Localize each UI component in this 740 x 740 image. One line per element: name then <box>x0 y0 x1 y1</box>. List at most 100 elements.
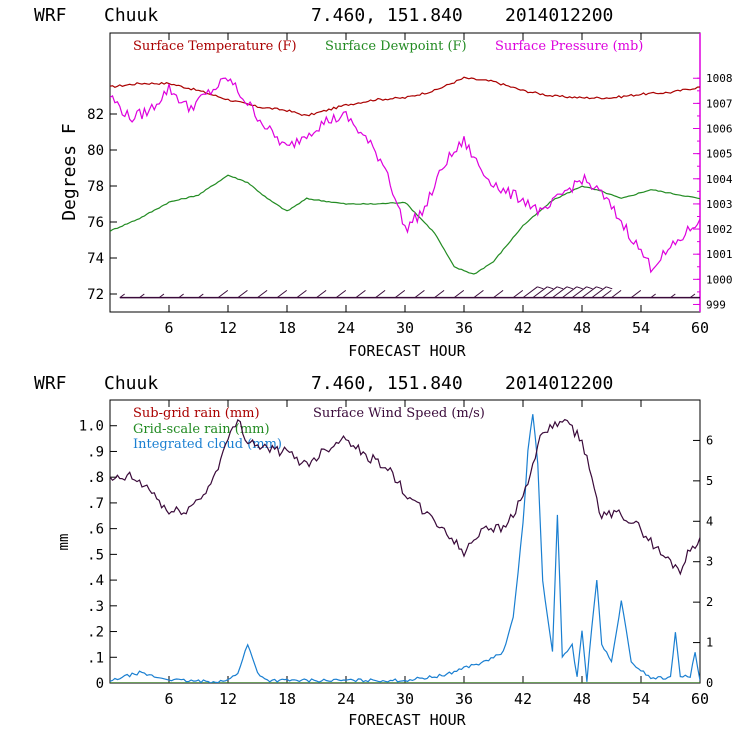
y-tick-label-right: 1000 <box>706 273 733 286</box>
y-tick-label-left: 82 <box>87 107 104 123</box>
x-tick-label: 60 <box>691 690 709 708</box>
series-line-3 <box>110 414 700 683</box>
wind-barb <box>630 289 642 299</box>
wind-barb <box>542 286 558 299</box>
y-tick-label-right: 3 <box>706 555 713 569</box>
wind-barb <box>198 293 204 299</box>
legend-item: Surface Wind Speed (m/s) <box>313 406 485 421</box>
chart-header: WRF Chuuk 7.460, 151.840 2014012200 <box>34 5 613 26</box>
wind-barb <box>670 293 676 299</box>
y-tick-label-left: .4 <box>87 573 104 589</box>
wind-barb <box>493 289 504 299</box>
x-tick-label: 12 <box>219 319 237 337</box>
y-tick-label-left: 1.0 <box>79 419 104 435</box>
x-tick-label: 54 <box>632 319 650 337</box>
legend: Surface Temperature (F) Surface Dewpoint … <box>133 39 643 54</box>
y-tick-label-right: 2 <box>706 595 713 609</box>
x-axis: 6 12 18 24 30 36 42 48 54 60 FORECAST HOUR <box>164 400 709 729</box>
x-tick-label: 18 <box>278 319 296 337</box>
y-axis-left: 72 74 76 78 80 82 <box>87 107 117 303</box>
wind-barb-flag <box>586 286 593 290</box>
chart-header: WRF Chuuk 7.460, 151.840 2014012200 <box>34 373 613 394</box>
y-tick-label-left: 76 <box>87 215 104 231</box>
x-tick-label: 42 <box>514 319 532 337</box>
y-axis-left: 0 .1 .2 .3 .4 .5 .6 .7 .8 .9 1.0 <box>79 419 117 692</box>
y-tick-label-right: 999 <box>706 298 726 311</box>
series-line-4 <box>110 418 700 576</box>
x-tick-label: 6 <box>164 690 173 708</box>
y-tick-label-left: 74 <box>87 251 104 267</box>
y-tick-label-right: 1007 <box>706 97 733 110</box>
wind-barb <box>355 289 366 299</box>
x-tick-label: 48 <box>573 690 591 708</box>
y-axis-title: Degrees F <box>59 123 80 221</box>
y-tick-label-left: .7 <box>87 496 104 512</box>
y-tick-label-right: 4 <box>706 514 713 528</box>
series-line-2 <box>110 174 700 275</box>
x-tick-label: 12 <box>219 690 237 708</box>
wind-barb <box>217 289 229 299</box>
y-tick-label-right: 6 <box>706 433 713 447</box>
y-tick-label-right: 5 <box>706 474 713 488</box>
y-tick-label-right: 1006 <box>706 123 733 136</box>
wind-barb <box>532 286 548 299</box>
wind-barb <box>335 289 347 299</box>
chart-panel-1: WRF Chuuk 7.460, 151.840 2014012200 6 12 18 24 3… <box>34 5 733 360</box>
x-tick-label: 6 <box>164 319 173 337</box>
y-tick-label-left: .6 <box>87 522 104 538</box>
wind-barb <box>434 289 445 299</box>
x-tick-label: 30 <box>396 319 414 337</box>
wind-barb <box>394 289 406 299</box>
y-tick-label-left: .1 <box>87 650 104 666</box>
legend-item: Integrated cloud (mm) <box>133 437 282 452</box>
y-tick-label-right: 1 <box>706 636 713 650</box>
y-tick-label-right: 1003 <box>706 198 733 211</box>
y-axis-right: 999 1000 1001 1002 1003 1004 1005 1006 1007 1008 <box>693 33 733 312</box>
wind-barb <box>552 286 568 299</box>
y-tick-label-left: 80 <box>87 143 104 159</box>
legend: Sub-grid rain (mm)Grid-scale rain (mm)In… <box>133 406 485 452</box>
wind-barb <box>375 289 386 299</box>
x-tick-label: 36 <box>455 690 473 708</box>
wind-barb-flag <box>537 286 544 290</box>
x-tick-label: 60 <box>691 319 709 337</box>
x-axis-title: FORECAST HOUR <box>348 711 466 729</box>
series-line-1 <box>110 76 700 117</box>
legend-item: Grid-scale rain (mm) <box>133 422 270 437</box>
x-tick-label: 36 <box>455 319 473 337</box>
legend-item: Surface Pressure (mb) <box>495 39 643 54</box>
legend-item: Surface Dewpoint (F) <box>325 39 467 54</box>
wind-barb-flag <box>547 286 554 290</box>
x-tick-label: 48 <box>573 319 591 337</box>
header-coords: 7.460, 151.840 <box>311 373 463 394</box>
wind-barb <box>158 293 165 299</box>
y-tick-label-left: .8 <box>87 470 104 486</box>
y-tick-label-right: 1004 <box>706 173 733 186</box>
wind-barb <box>473 289 484 299</box>
x-tick-label: 30 <box>396 690 414 708</box>
y-tick-label-left: .2 <box>87 625 104 641</box>
x-tick-label: 18 <box>278 690 296 708</box>
y-tick-label-right: 1005 <box>706 148 733 161</box>
wind-barb-flag <box>566 286 574 290</box>
wind-barb-flag <box>596 286 603 290</box>
wind-barb <box>237 289 248 299</box>
wind-barb <box>276 289 288 299</box>
header-coords: 7.460, 151.840 <box>311 5 463 26</box>
wind-barb <box>601 289 612 299</box>
y-tick-label-left: .5 <box>87 547 104 563</box>
y-tick-label-left: .3 <box>87 599 104 615</box>
wind-barb <box>453 289 465 299</box>
wind-barb <box>611 289 622 299</box>
header-model: WRF <box>34 373 67 394</box>
wind-barb-flag <box>556 286 564 290</box>
wind-barb <box>562 286 578 299</box>
wind-barb <box>316 289 327 299</box>
series-line-3 <box>110 77 700 274</box>
header-model: WRF <box>34 5 67 26</box>
wind-barb <box>178 293 184 299</box>
series-lines <box>110 76 700 275</box>
y-tick-label-left: 0 <box>96 676 104 692</box>
header-station: Chuuk <box>104 5 158 26</box>
